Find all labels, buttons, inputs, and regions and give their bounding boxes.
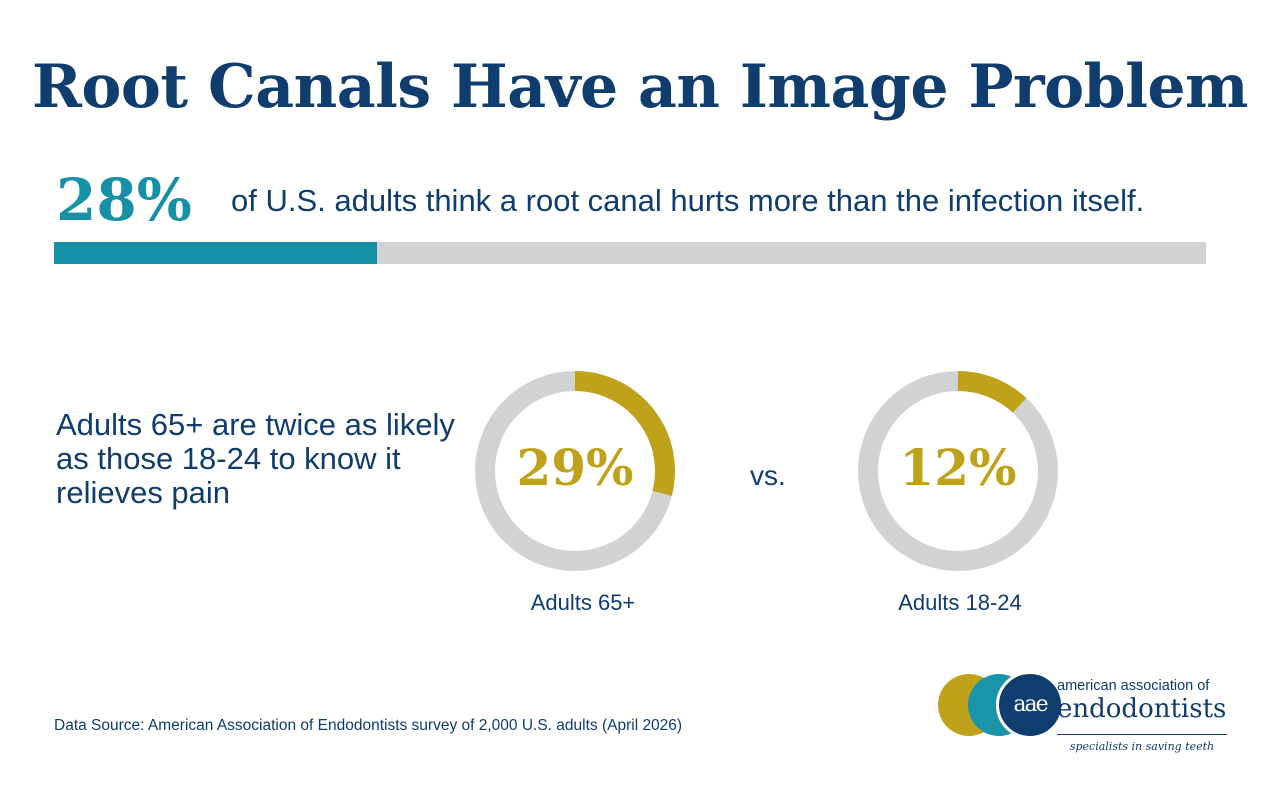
logo-rule [1057, 734, 1227, 735]
headline-percent: 28% [56, 166, 192, 234]
donut-label-65-plus: Adults 65+ [530, 590, 636, 615]
aae-logo: aae american association of endodontists… [938, 671, 1238, 782]
page-title: Root Canals Have an Image Problem [31, 52, 1249, 122]
donut-ring-18-24 [858, 371, 1058, 571]
headline-text: of U.S. adults think a root canal hurts … [231, 183, 1145, 218]
donut-arc-65-plus [574, 371, 675, 496]
logo-line-1: american association of [1057, 678, 1210, 694]
donut-adults-65-plus: 29% [470, 366, 680, 576]
donut-arc-18-24 [957, 371, 1027, 413]
logo-line-2: endodontists [1057, 694, 1227, 724]
vs-label: vs. [750, 460, 786, 491]
logo-tagline: specialists in saving teeth [1069, 740, 1215, 753]
comparison-lead-text: Adults 65+ are twice as likely as those … [56, 407, 455, 510]
data-source-note: Data Source: American Association of End… [54, 717, 683, 734]
donut-value-18-24: 12% [899, 438, 1017, 497]
logo-monogram: aae [996, 671, 1064, 739]
donut-label-18-24: Adults 18-24 [898, 590, 1022, 615]
donut-ring-65-plus [475, 371, 675, 571]
donut-adults-18-24: 12% [853, 366, 1063, 576]
headline-bar-track [54, 242, 1206, 264]
headline-bar-fill [54, 242, 377, 264]
donut-value-65-plus: 29% [516, 438, 634, 497]
